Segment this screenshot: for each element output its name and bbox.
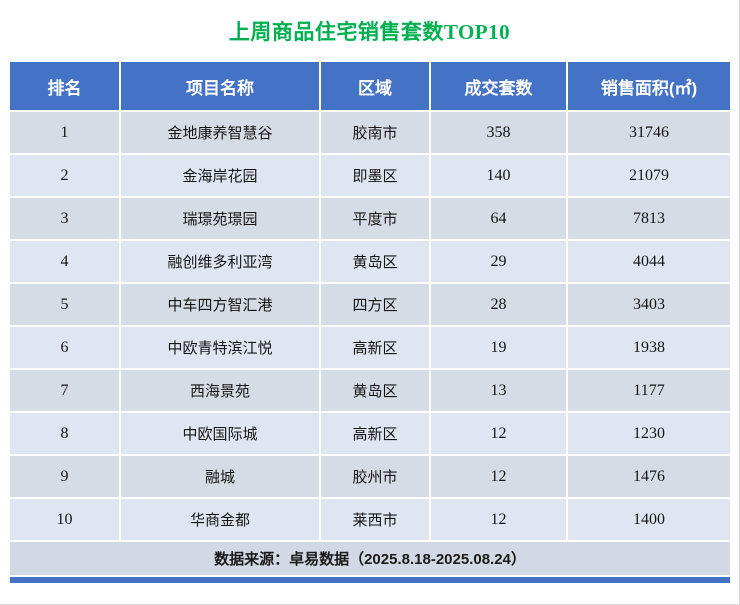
rank-cell: 6 <box>10 325 121 370</box>
table-row: 10 华商金都 莱西市 12 1400 <box>10 497 730 542</box>
table-row: 9 融城 胶州市 12 1476 <box>10 454 730 499</box>
table-row: 5 中车四方智汇港 四方区 28 3403 <box>10 282 730 327</box>
sales-area-cell: 1938 <box>566 325 730 370</box>
project-name-cell: 瑞璟苑璟园 <box>119 196 321 241</box>
rank-cell: 7 <box>10 368 121 413</box>
rank-cell: 4 <box>10 239 121 284</box>
top10-sales-table: 排名 项目名称 区域 成交套数 销售面积(㎡) 1 金地康养智慧谷 胶南市 358 31746 2… <box>10 60 730 577</box>
region-cell: 平度市 <box>319 196 431 241</box>
sales-area-cell: 31746 <box>566 110 730 155</box>
deals-count-cell: 12 <box>429 411 568 456</box>
table-row: 7 西海景苑 黄岛区 13 1177 <box>10 368 730 413</box>
deals-count-cell: 140 <box>429 153 568 198</box>
sales-area-cell: 4044 <box>566 239 730 284</box>
deals-count-cell: 29 <box>429 239 568 284</box>
sales-area-cell: 1230 <box>566 411 730 456</box>
sales-area-cell: 1400 <box>566 497 730 542</box>
sales-area-cell: 21079 <box>566 153 730 198</box>
data-source-note: 数据来源：卓易数据（2025.8.18-2025.08.24） <box>10 540 730 577</box>
deals-count-cell: 19 <box>429 325 568 370</box>
region-cell: 黄岛区 <box>319 239 431 284</box>
table-row: 8 中欧国际城 高新区 12 1230 <box>10 411 730 456</box>
project-name-cell: 中欧青特滨江悦 <box>119 325 321 370</box>
table-footer-row: 数据来源：卓易数据（2025.8.18-2025.08.24） <box>10 540 730 577</box>
project-name-cell: 西海景苑 <box>119 368 321 413</box>
project-name-cell: 中欧国际城 <box>119 411 321 456</box>
project-name-cell: 金海岸花园 <box>119 153 321 198</box>
table-header-row: 排名 项目名称 区域 成交套数 销售面积(㎡) <box>10 60 730 112</box>
table-row: 3 瑞璟苑璟园 平度市 64 7813 <box>10 196 730 241</box>
table-bottom-border <box>10 577 730 583</box>
table-row: 2 金海岸花园 即墨区 140 21079 <box>10 153 730 198</box>
deals-count-cell: 358 <box>429 110 568 155</box>
deals-count-cell: 28 <box>429 282 568 327</box>
sales-area-cell: 3403 <box>566 282 730 327</box>
column-header-0: 排名 <box>10 60 121 112</box>
project-name-cell: 融创维多利亚湾 <box>119 239 321 284</box>
page-title: 上周商品住宅销售套数TOP10 <box>228 20 511 44</box>
rank-cell: 8 <box>10 411 121 456</box>
region-cell: 胶南市 <box>319 110 431 155</box>
rank-cell: 3 <box>10 196 121 241</box>
project-name-cell: 金地康养智慧谷 <box>119 110 321 155</box>
column-header-1: 项目名称 <box>119 60 321 112</box>
column-header-4: 销售面积(㎡) <box>566 60 730 112</box>
project-name-cell: 中车四方智汇港 <box>119 282 321 327</box>
region-cell: 胶州市 <box>319 454 431 499</box>
project-name-cell: 融城 <box>119 454 321 499</box>
region-cell: 高新区 <box>319 411 431 456</box>
region-cell: 四方区 <box>319 282 431 327</box>
deals-count-cell: 12 <box>429 497 568 542</box>
column-header-3: 成交套数 <box>429 60 568 112</box>
sales-area-cell: 1177 <box>566 368 730 413</box>
sales-area-cell: 1476 <box>566 454 730 499</box>
deals-count-cell: 64 <box>429 196 568 241</box>
rank-cell: 9 <box>10 454 121 499</box>
deals-count-cell: 13 <box>429 368 568 413</box>
deals-count-cell: 12 <box>429 454 568 499</box>
table-body: 1 金地康养智慧谷 胶南市 358 31746 2 金海岸花园 即墨区 140 21079 3 瑞璟苑… <box>10 110 730 542</box>
sales-area-cell: 7813 <box>566 196 730 241</box>
region-cell: 高新区 <box>319 325 431 370</box>
region-cell: 黄岛区 <box>319 368 431 413</box>
table-row: 6 中欧青特滨江悦 高新区 19 1938 <box>10 325 730 370</box>
rank-cell: 1 <box>10 110 121 155</box>
table-row: 4 融创维多利亚湾 黄岛区 29 4044 <box>10 239 730 284</box>
table-row: 1 金地康养智慧谷 胶南市 358 31746 <box>10 110 730 155</box>
region-cell: 莱西市 <box>319 497 431 542</box>
rank-cell: 2 <box>10 153 121 198</box>
project-name-cell: 华商金都 <box>119 497 321 542</box>
region-cell: 即墨区 <box>319 153 431 198</box>
rank-cell: 10 <box>10 497 121 542</box>
rank-cell: 5 <box>10 282 121 327</box>
column-header-2: 区域 <box>319 60 431 112</box>
